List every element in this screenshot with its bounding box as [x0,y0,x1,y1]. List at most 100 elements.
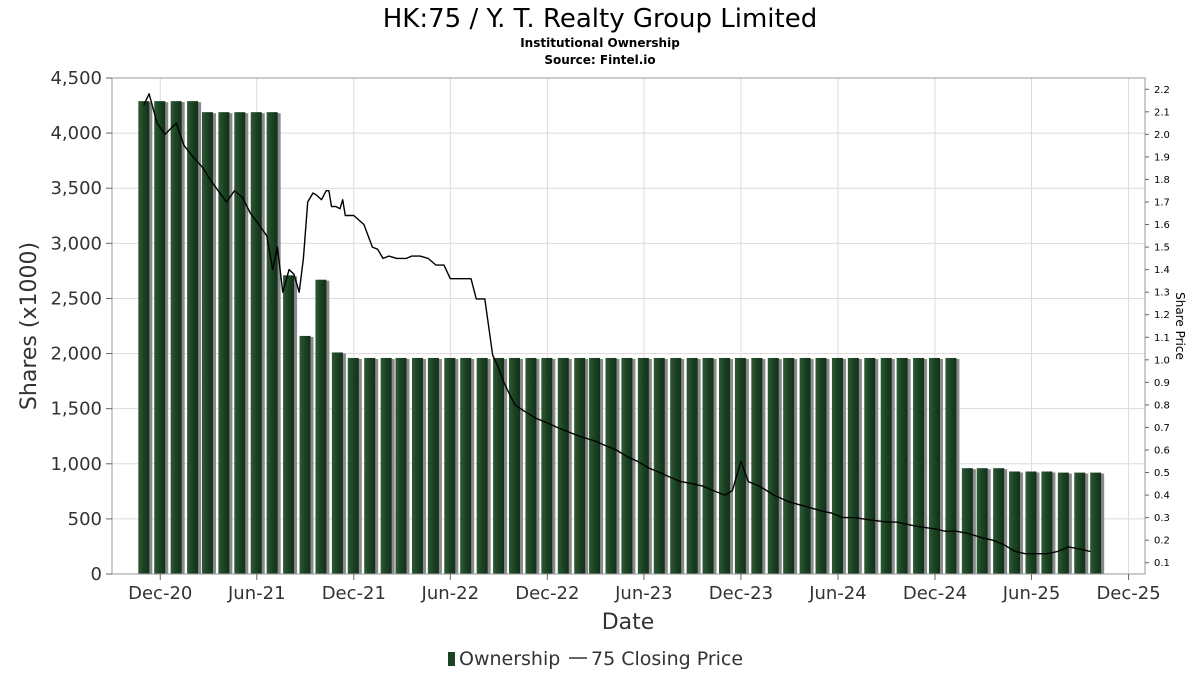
y2-tick-label-18: 1.9 [1154,152,1170,163]
ownership-bar-50 [945,357,960,574]
ownership-bar-36 [718,357,733,574]
ownership-bar-fill-42 [815,357,827,574]
ownership-bar-30 [621,357,636,574]
ownership-bar-13 [347,357,362,574]
y2-tick-label-3: 0.4 [1154,491,1170,502]
y2-tick-label-14: 1.5 [1154,243,1170,254]
ownership-bar-fill-1 [154,101,166,574]
ownership-bar-fill-3 [187,101,199,574]
ownership-bar-fill-28 [589,357,601,574]
ownership-bar-24 [525,357,540,574]
y2-tick-label-11: 1.2 [1154,310,1170,321]
ownership-bar-fill-13 [347,357,359,574]
ownership-bar-54 [1009,471,1024,574]
plot-frame [111,77,1146,575]
ownership-bar-fill-7 [250,112,262,575]
y2-tick-label-2: 0.3 [1154,513,1170,524]
y2-tick-label-6: 0.7 [1154,423,1170,434]
ownership-bar-fill-48 [913,357,925,574]
price-line [143,93,1091,555]
ownership-bar-10 [299,335,314,574]
ownership-bar-fill-8 [266,112,278,575]
ownership-bar-2 [170,101,185,574]
ownership-bar-fill-17 [411,357,423,574]
ownership-bar-40 [783,357,798,574]
ownership-bar-fill-59 [1090,472,1102,574]
ownership-bar-fill-22 [493,357,505,574]
y2-tick-label-15: 1.6 [1154,220,1170,231]
legend-ownership-label: Ownership [459,648,560,670]
ownership-bar-4 [201,112,216,575]
ownership-bar-fill-53 [993,468,1005,574]
ownership-bar-46 [880,357,895,574]
ownership-bar-fill-14 [364,357,376,574]
ownership-bar-39 [767,357,782,574]
ownership-bar-fill-41 [799,357,811,574]
ownership-bar-8 [266,112,281,575]
x-tick-label-2: Dec-21 [322,583,386,604]
ownership-bar-42 [815,357,830,574]
ownership-bar-fill-32 [653,357,665,574]
x-tick-label-9: Jun-25 [1002,583,1061,604]
ownership-bar-fill-52 [976,468,988,574]
legend-price-label: 75 Closing Price [591,648,743,670]
ownership-bar-fill-29 [605,357,617,574]
ownership-bar-58 [1074,472,1089,574]
chart-source: Source: Fintel.io [544,53,655,67]
ownership-bar-49 [928,357,943,574]
y2-tick-label-20: 2.1 [1154,107,1170,118]
y-tick-label-4: 2,000 [50,344,102,365]
ownership-bar-fill-24 [525,357,537,574]
ownership-bar-fill-47 [896,357,908,574]
ownership-bars [138,101,1105,575]
ownership-bar-fill-39 [767,357,779,574]
ownership-bar-fill-15 [380,357,392,574]
ownership-bar-1 [154,101,169,574]
ownership-bar-57 [1057,472,1072,574]
legend: Ownership 75 Closing Price [448,648,743,670]
ownership-bar-fill-21 [476,357,488,574]
y-axis-label: Shares (x1000) [17,242,42,410]
x-tick-label-10: Dec-25 [1096,583,1160,604]
y2-tick-label-10: 1.1 [1154,333,1170,344]
ownership-bar-fill-37 [734,357,746,574]
y2-tick-label-5: 0.6 [1154,446,1170,457]
ownership-bar-28 [589,357,604,574]
ownership-bar-fill-50 [945,357,957,574]
ownership-bar-3 [187,101,202,574]
ownership-bar-fill-23 [508,357,520,574]
ownership-bar-fill-20 [460,357,472,574]
ownership-bar-9 [283,275,298,574]
y2-tick-label-0: 0.1 [1154,558,1170,569]
ownership-bar-32 [653,357,668,574]
y2-tick-label-9: 1.0 [1154,355,1170,366]
ownership-bar-19 [444,357,459,574]
ownership-bar-fill-51 [961,468,973,574]
ownership-bar-fill-34 [686,357,698,574]
price-line-layer [143,93,1091,555]
ownership-bar-56 [1041,471,1056,574]
x-tick-label-0: Dec-20 [128,583,192,604]
chart-title: HK:75 / Y. T. Realty Group Limited [383,4,817,34]
ownership-bar-33 [670,357,685,574]
ownership-bar-53 [993,468,1008,574]
ownership-bar-52 [976,468,991,574]
ownership-bar-12 [331,352,346,574]
right-axis-ticks: 0.1 0.2 0.3 0.4 0.5 0.6 0.7 0.8 0.9 1.0 1.1 1.2 1.3 1… [1145,85,1170,569]
x-tick-label-5: Jun-23 [614,583,673,604]
ownership-bar-23 [508,357,523,574]
ownership-bar-fill-44 [847,357,859,574]
ownership-bar-26 [557,357,572,574]
ownership-bar-11 [315,279,330,574]
ownership-bar-fill-54 [1009,471,1021,574]
y-tick-label-0: 0 [91,564,102,585]
ownership-bar-51 [961,468,976,574]
ownership-bar-55 [1025,471,1040,574]
chart-subtitle: Institutional Ownership [520,36,680,50]
y2-axis-label: Share Price [1173,292,1187,360]
x-axis-ticks: Dec-20 Jun-21 Dec-21 Jun-22 Dec-22 Jun-23 Dec-… [128,574,1161,604]
ownership-bar-6 [234,112,249,575]
ownership-bar-7 [250,112,265,575]
ownership-bar-20 [460,357,475,574]
ownership-bar-fill-36 [718,357,730,574]
